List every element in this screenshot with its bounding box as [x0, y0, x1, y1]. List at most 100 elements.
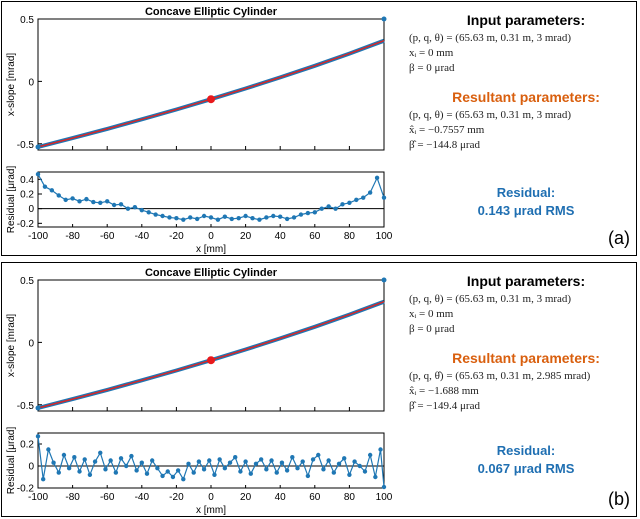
residual-point: [284, 468, 290, 473]
x-tick-label: -100: [28, 231, 48, 242]
y-tick-label: 0: [28, 204, 34, 215]
residual-point: [378, 447, 383, 452]
x-tick-label: 0: [208, 492, 214, 503]
residual-point: [111, 202, 117, 208]
residual-point: [144, 471, 150, 476]
endpoint-marker: [381, 277, 387, 283]
residual-point: [264, 215, 269, 220]
panel-label-a: (a): [608, 228, 630, 248]
input-param-line: (p, q, θ) = (65.63 m, 0.31 m, 3 mrad): [409, 32, 572, 44]
x-tick-label: 100: [376, 492, 393, 503]
x-tick-label: 60: [309, 231, 321, 242]
residual-point: [149, 458, 155, 463]
input-param-line: xᵢ = 0 mm: [409, 308, 454, 320]
residual-point: [215, 217, 221, 222]
plot-area-b: Concave Elliptic Cylinder 0.5 0 -0.5 x-slope…: [6, 267, 393, 516]
x-tick-label: 80: [344, 492, 356, 503]
residual-point: [258, 457, 264, 462]
x-tick-label: 60: [309, 492, 321, 503]
x-tick-label: 20: [240, 492, 252, 503]
residual-point: [108, 458, 113, 463]
y-tick-label: -0.2: [17, 484, 35, 495]
residual-point: [124, 463, 129, 469]
result-param-line: x̂ᵢ = −1.688 mm: [409, 385, 479, 397]
result-param-line: β̂ = −144.8 μrad: [409, 139, 480, 151]
residual-point: [174, 216, 179, 221]
residual-point: [160, 473, 165, 479]
residual-point: [92, 459, 98, 464]
residual-point: [362, 469, 368, 474]
residual-point: [118, 202, 124, 207]
result-param-line: (p, q, θ) = (65.63 m, 0.31 m, 3 mrad): [409, 109, 572, 121]
residual-point: [229, 216, 234, 222]
residual-point: [160, 213, 165, 219]
residual-point: [238, 469, 243, 474]
residual-title: Residual:: [496, 443, 556, 458]
y-tick-label: -0.2: [17, 219, 35, 230]
residual-point: [367, 190, 373, 195]
x-tick-label: 20: [240, 231, 252, 242]
residual-point: [253, 461, 259, 466]
residual-point: [257, 217, 262, 222]
residual-point: [361, 195, 366, 200]
residual-point: [175, 468, 181, 473]
residual-point: [326, 458, 331, 463]
residual-point: [312, 210, 317, 215]
residual-point: [113, 470, 119, 475]
y-axis-label: Residual [μrad]: [6, 166, 17, 234]
residual-point: [40, 477, 46, 482]
y-axis-label: x-slope [mrad]: [6, 53, 17, 117]
y-tick-label: -0.5: [17, 140, 35, 151]
residual-point: [212, 472, 217, 477]
resultant-parameters-heading: Resultant parameters:: [452, 89, 600, 105]
residual-point: [207, 458, 212, 463]
input-param-line: β = 0 μrad: [409, 323, 455, 335]
y-tick-label: 0: [28, 462, 34, 473]
x-tick-label: -20: [169, 492, 184, 503]
residual-rms-value: 0.143 μrad RMS: [477, 203, 575, 218]
residual-point: [354, 197, 359, 203]
y-tick-label: 0.2: [20, 440, 34, 451]
residual-point: [300, 459, 305, 464]
residual-point: [191, 470, 196, 475]
residual-point: [70, 196, 75, 201]
residual-point: [298, 212, 304, 217]
input-param-line: β = 0 μrad: [409, 62, 455, 74]
residual-point: [98, 450, 103, 455]
residual-point: [61, 452, 67, 458]
residual-point: [310, 457, 316, 462]
residual-point: [319, 206, 324, 211]
residual-point: [132, 205, 138, 210]
residual-point: [77, 469, 82, 474]
x-tick-label: -80: [65, 231, 80, 242]
x-tick-label: -60: [100, 231, 115, 242]
residual-point: [284, 216, 290, 222]
center-point-marker: [207, 95, 215, 104]
residual-point: [194, 216, 200, 222]
residual-point: [125, 206, 131, 211]
residual-point: [139, 207, 144, 213]
y-tick-label: 0.4: [20, 175, 34, 186]
residual-point: [243, 213, 248, 219]
result-param-line: x̂ᵢ = −0.7557 mm: [409, 124, 485, 136]
residual-point: [250, 216, 255, 221]
x-tick-label: 40: [275, 492, 287, 503]
x-tick-label: -100: [28, 492, 48, 503]
x-tick-label: -40: [135, 231, 150, 242]
residual-point: [146, 210, 151, 215]
residual-point: [153, 212, 158, 217]
input-param-line: xᵢ = 0 mm: [409, 47, 454, 59]
y-tick-label: 0.5: [20, 276, 34, 287]
residual-point: [236, 216, 241, 221]
x-axis-label: x [mm]: [196, 505, 226, 516]
endpoint-marker: [35, 405, 41, 411]
residual-point: [103, 467, 108, 472]
y-axis-label: Residual [μrad]: [6, 427, 17, 495]
residual-point: [373, 474, 378, 480]
residual-point: [56, 470, 61, 475]
y-tick-label: 0: [28, 77, 34, 88]
y-tick-label: 0: [28, 338, 34, 349]
residual-point: [118, 456, 124, 461]
residual-point: [381, 195, 387, 200]
x-tick-label: -20: [169, 231, 184, 242]
